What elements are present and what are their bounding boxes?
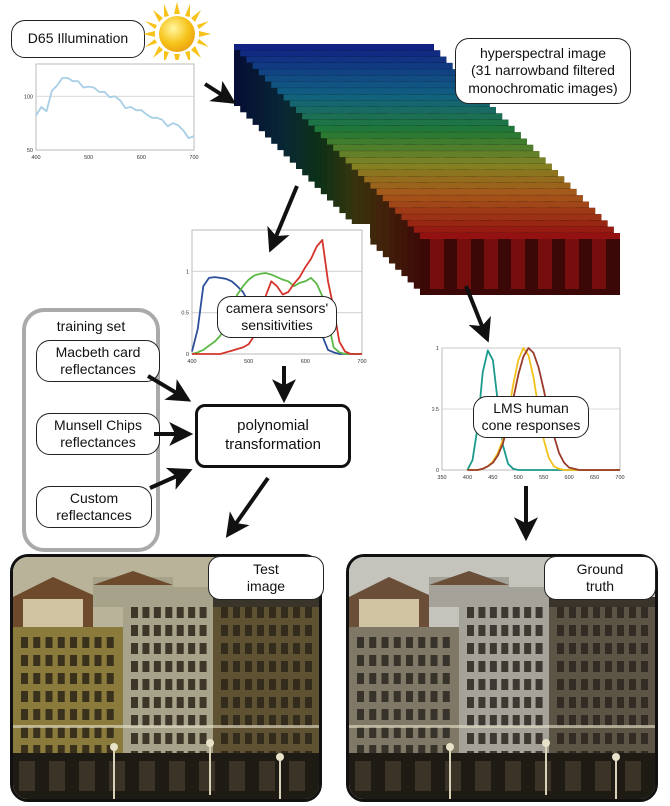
x-tick-label: 500	[244, 359, 253, 364]
x-tick-label: 450	[488, 475, 497, 481]
x-tick-label: 400	[463, 475, 472, 481]
ground-line1: Ground	[576, 560, 624, 577]
arrow-d65-to-hyper	[203, 80, 237, 104]
y-tick-label: 1	[436, 346, 439, 352]
x-tick-label: 600	[565, 475, 574, 481]
test-image	[13, 557, 319, 799]
test-image-panel	[10, 554, 322, 802]
plot-frame	[35, 63, 195, 151]
x-tick-label: 500	[84, 155, 93, 160]
x-tick-label: 500	[514, 475, 523, 481]
macbeth-line2: reflectances	[60, 361, 136, 377]
y-tick-label: 0.5	[432, 407, 439, 413]
ground-truth-label-box: Ground truth	[544, 556, 656, 600]
series-line-3	[467, 347, 620, 471]
x-tick-label: 700	[615, 475, 624, 481]
ground-truth-image	[349, 557, 655, 799]
x-tick-label: 700	[189, 155, 198, 160]
macbeth-box: Macbeth card reflectances	[36, 340, 160, 382]
hyperspectral-label-line1: hyperspectral image	[479, 44, 607, 61]
x-tick-label: 400	[31, 155, 40, 160]
y-tick-label: 100	[24, 94, 33, 100]
sun-icon	[143, 2, 211, 66]
x-tick-label: 700	[357, 359, 366, 364]
ground-truth-panel	[346, 554, 658, 802]
camera-sensitivity-chart: 400 500 600 700 1 0.5 0	[180, 224, 370, 364]
lms-label-line1: LMS human	[493, 399, 569, 416]
lms-label-line2: cone responses	[481, 417, 581, 433]
arrow-poly-to-test	[225, 476, 270, 538]
x-tick-label: 350	[437, 475, 446, 481]
x-tick-label: 600	[301, 359, 310, 364]
camera-label-box: camera sensors' sensitivities	[217, 296, 337, 338]
test-image-label-box: Test image	[208, 556, 324, 600]
munsell-line2: reflectances	[60, 434, 136, 450]
poly-line2: transformation	[225, 436, 321, 453]
y-tick-label: 0	[186, 352, 189, 358]
custom-line2: reflectances	[56, 507, 132, 523]
hyperspectral-label-line3: monochromatic images)	[468, 79, 618, 96]
y-tick-label: 0	[436, 468, 439, 474]
camera-label-line1: camera sensors'	[225, 299, 329, 316]
spectral-band-frame	[420, 233, 620, 295]
lms-label-box: LMS human cone responses	[473, 396, 589, 438]
training-set-title: training set	[56, 318, 126, 334]
y-tick-label: 1	[186, 269, 189, 275]
test-line2: image	[246, 578, 286, 594]
ground-line2: truth	[585, 578, 614, 594]
x-tick-label: 400	[187, 359, 196, 364]
custom-box: Custom reflectances	[36, 486, 152, 528]
d65-spectrum-chart: 400 500 600 700 100 50	[24, 60, 200, 160]
series-line-1	[35, 77, 195, 140]
macbeth-line1: Macbeth card	[55, 343, 141, 360]
d65-label: D65 Illumination	[27, 30, 129, 47]
hyperspectral-label-line2: (31 narrowband filtered	[471, 62, 615, 79]
series-line-2	[191, 272, 362, 355]
poly-line1: polynomial	[237, 417, 309, 435]
y-tick-label: 0.5	[181, 311, 189, 317]
x-tick-label: 600	[137, 155, 146, 160]
y-tick-label: 50	[27, 148, 33, 154]
munsell-box: Munsell Chips reflectances	[36, 413, 160, 455]
polynomial-transformation-box: polynomial transformation	[195, 404, 351, 468]
hyperspectral-label-box: hyperspectral image (31 narrowband filte…	[455, 38, 631, 104]
d65-label-box: D65 Illumination	[11, 20, 145, 58]
custom-line1: Custom	[69, 489, 119, 506]
camera-label-line2: sensitivities	[241, 317, 313, 333]
x-tick-label: 550	[539, 475, 548, 481]
x-tick-label: 650	[590, 475, 599, 481]
munsell-line1: Munsell Chips	[54, 416, 142, 433]
test-line1: Test	[253, 560, 279, 577]
hyperspectral-image-stack	[234, 44, 620, 295]
